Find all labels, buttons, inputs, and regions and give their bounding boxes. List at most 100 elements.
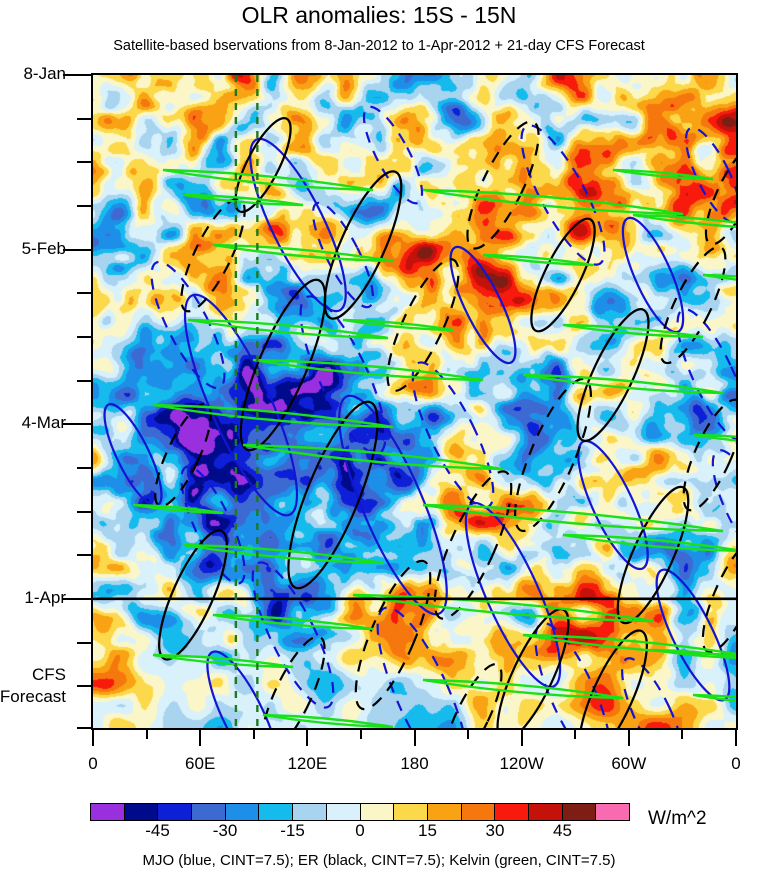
colorbar-tick-label: -30	[212, 821, 238, 840]
y-tick	[77, 292, 91, 295]
colorbar-swatch	[528, 804, 563, 820]
contour-ellipse	[534, 622, 612, 728]
colorbar-swatch	[259, 804, 294, 820]
x-axis-label: 0	[88, 754, 98, 773]
x-tick	[681, 730, 684, 739]
contour-ellipse	[433, 470, 513, 620]
x-tick	[359, 730, 362, 739]
kelvin-contour	[562, 533, 736, 553]
contour-ellipse	[287, 400, 379, 590]
x-axis-label: 60W	[611, 754, 647, 773]
contour-ellipse	[180, 197, 246, 313]
kelvin-contour	[132, 503, 224, 515]
kelvin-contours	[132, 168, 736, 728]
contour-ellipse	[386, 258, 460, 392]
kelvin-contour	[422, 503, 724, 533]
colorbar-swatch	[91, 804, 125, 820]
y-axis-label: 5-Feb	[21, 238, 66, 258]
colorbar-tick-label: -15	[280, 821, 305, 840]
colorbar-swatch	[461, 804, 496, 820]
y-tick	[63, 597, 91, 600]
kelvin-contour	[262, 713, 394, 728]
kelvin-contour	[562, 323, 704, 339]
contour-ellipse	[103, 403, 163, 507]
contour-ellipse	[676, 308, 736, 442]
colorbar-swatch	[562, 804, 597, 820]
kelvin-contour	[652, 648, 736, 660]
colorbar-swatch	[293, 804, 327, 820]
contour-ellipse	[464, 501, 562, 689]
colorbar-swatch	[427, 804, 462, 820]
kelvin-contour	[182, 543, 384, 565]
kelvin-contour	[612, 168, 714, 181]
kelvin-contour	[692, 433, 736, 442]
y-axis-label: 1-Apr	[24, 587, 66, 607]
contour-ellipse	[449, 245, 517, 365]
contour-ellipse	[466, 120, 540, 250]
y-tick	[63, 74, 91, 76]
contour-ellipse	[704, 144, 736, 246]
x-axis-label: 60E	[185, 754, 216, 773]
colorbar-swatch	[326, 804, 361, 820]
y-tick	[77, 379, 91, 382]
contour-ellipse	[578, 629, 648, 728]
kelvin-contour	[522, 633, 736, 657]
contour-ellipse	[260, 635, 326, 728]
contour-ellipse	[311, 201, 375, 309]
y-tick	[77, 161, 91, 164]
x-tick	[252, 730, 255, 739]
wave-contour-overlay	[93, 75, 736, 728]
contour-ellipse	[682, 398, 736, 512]
colorbar-tick-label: 45	[553, 821, 572, 840]
kelvin-contour	[187, 318, 389, 340]
er-contours	[154, 117, 736, 728]
kelvin-contour	[212, 243, 394, 263]
contour-ellipse	[206, 650, 280, 728]
kelvin-contour	[212, 613, 374, 631]
contour-ellipse	[659, 245, 727, 365]
kelvin-contour	[152, 653, 294, 669]
contour-ellipse	[443, 663, 503, 728]
x-tick	[413, 730, 416, 746]
colorbar	[90, 803, 630, 821]
x-axis-label: 120W	[499, 754, 544, 773]
page-title: OLR anomalies: 15S - 15N	[241, 2, 517, 28]
y-tick	[77, 510, 91, 513]
contour-ellipse	[684, 126, 736, 224]
colorbar-swatch	[360, 804, 395, 820]
y-tick	[77, 466, 91, 469]
wave-legend-note: MJO (blue, CINT=7.5); ER (black, CINT=7.…	[142, 852, 616, 869]
colorbar-swatch	[596, 804, 629, 820]
contour-ellipse	[701, 536, 736, 654]
y-tick	[77, 641, 91, 644]
y-tick	[63, 248, 91, 251]
kelvin-contour	[342, 318, 454, 332]
colorbar-unit-label: W/m^2	[648, 808, 707, 829]
contour-ellipse	[496, 608, 570, 728]
contour-ellipse	[530, 217, 596, 333]
x-tick	[467, 730, 470, 739]
contour-ellipse	[239, 278, 327, 452]
kelvin-contour	[422, 678, 624, 700]
y-tick	[77, 727, 91, 729]
kelvin-contour	[152, 403, 394, 429]
kelvin-contour	[162, 168, 374, 192]
olr-anomaly-shading	[93, 75, 736, 728]
contour-ellipse	[154, 402, 212, 508]
plot-area	[91, 73, 738, 730]
kelvin-contour	[242, 443, 504, 471]
contour-ellipse	[180, 465, 246, 585]
contour-ellipse	[616, 485, 690, 625]
x-tick	[199, 730, 202, 746]
contour-ellipse	[183, 293, 299, 517]
contour-ellipse	[323, 170, 403, 320]
colorbar-swatch	[394, 804, 428, 820]
contour-ellipse	[150, 260, 226, 390]
x-axis-label: 0	[731, 754, 741, 773]
colorbar-tick-label: 0	[355, 821, 365, 840]
kelvin-contour	[182, 193, 304, 207]
contour-ellipse	[621, 657, 685, 728]
y-axis-label: 4-Mar	[21, 413, 66, 433]
kelvin-contour	[632, 213, 736, 229]
